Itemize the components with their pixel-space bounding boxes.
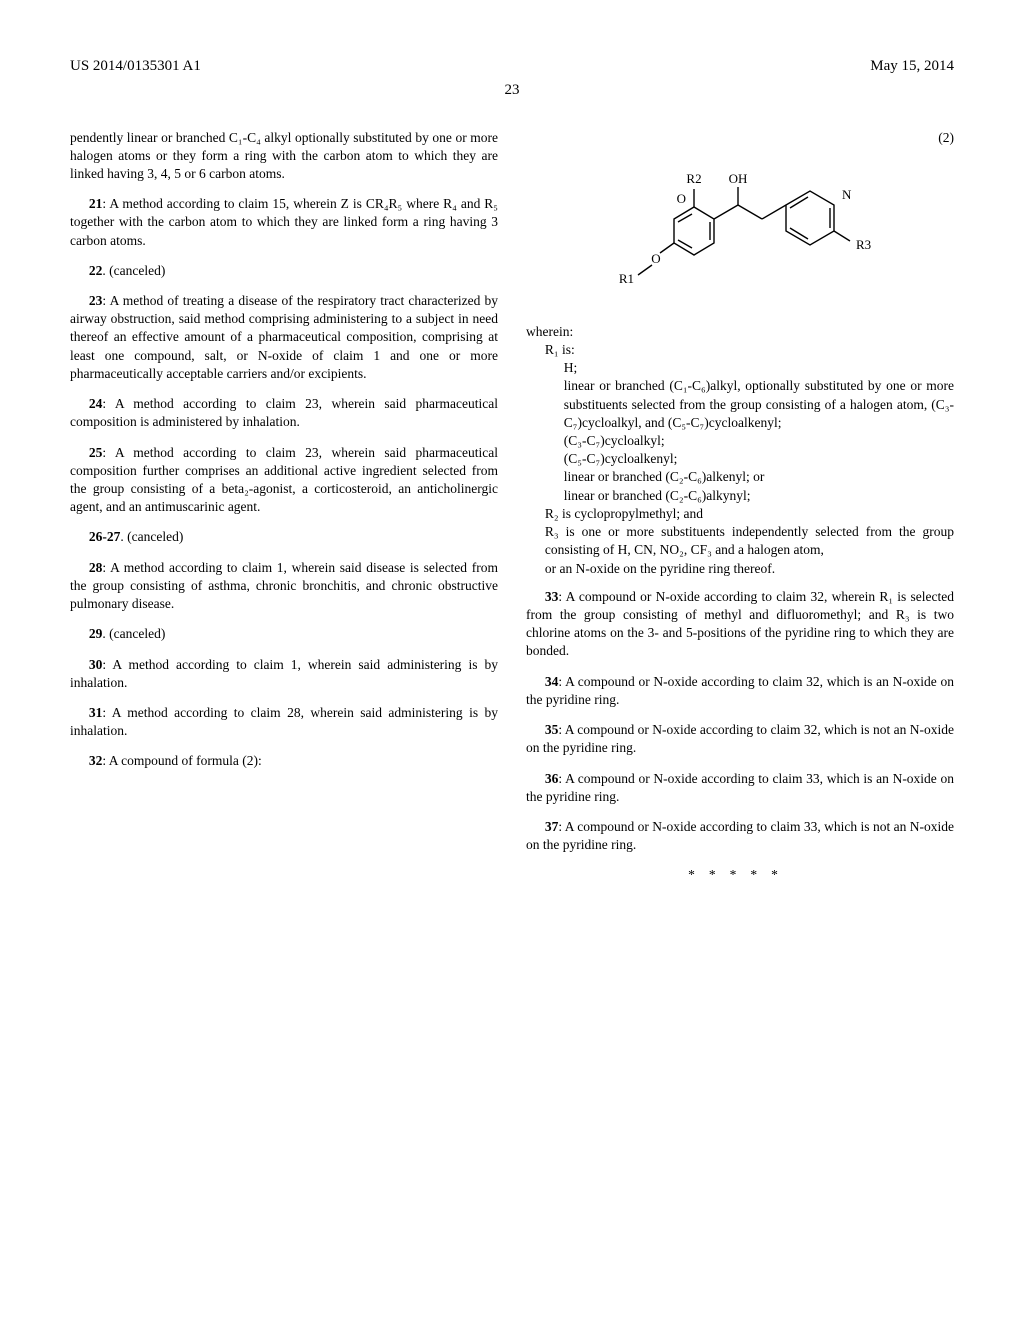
claim-25: 25: A method according to claim 23, wher… <box>70 444 498 517</box>
r1-item: linear or branched (C₁-C₆)alkyl, optiona… <box>526 377 954 432</box>
right-column: (2) O R2 <box>526 129 954 885</box>
claim-text: . (canceled) <box>102 263 165 278</box>
page-number: 23 <box>70 80 954 100</box>
claim-22: 22. (canceled) <box>70 262 498 280</box>
claim-num: 36 <box>545 771 559 786</box>
svg-text:R3: R3 <box>856 237 871 252</box>
continuation-text: pendently linear or branched C₁-C₄ alkyl… <box>70 129 498 184</box>
svg-text:O: O <box>651 251 660 266</box>
r2-item: R₂ is cyclopropylmethyl; and <box>526 505 954 523</box>
svg-text:O: O <box>677 191 686 206</box>
r1-item: linear or branched (C₂-C₆)alkenyl; or <box>526 468 954 486</box>
claim-text: : A compound or N-oxide according to cla… <box>526 722 954 755</box>
claim-36: 36: A compound or N-oxide according to c… <box>526 770 954 806</box>
claim-text: : A method according to claim 1, wherein… <box>70 657 498 690</box>
claim-32-lead: 32: A compound of formula (2): <box>70 752 498 770</box>
claim-num: 33 <box>545 589 559 604</box>
claim-num: 29 <box>89 626 103 641</box>
structure-svg: O R2 O R1 OH <box>590 147 890 307</box>
left-column: pendently linear or branched C₁-C₄ alkyl… <box>70 129 498 885</box>
claim-text: : A compound of formula (2): <box>102 753 261 768</box>
claim-text: . (canceled) <box>120 529 183 544</box>
r1-item: H; <box>526 359 954 377</box>
claim-text: : A method according to claim 23, wherei… <box>70 396 498 429</box>
claim-text: : A method according to claim 23, wherei… <box>70 445 498 515</box>
claim-num: 32 <box>89 753 103 768</box>
claim-num: 25 <box>89 445 103 460</box>
claim-text: . (canceled) <box>102 626 165 641</box>
claim-text: : A compound or N-oxide according to cla… <box>526 589 954 659</box>
r1-head: R₁ is: <box>526 341 954 359</box>
claim-num: 21 <box>89 196 103 211</box>
claim-num: 23 <box>89 293 103 308</box>
claim-num: 31 <box>89 705 103 720</box>
claim-num: 26-27 <box>89 529 121 544</box>
claim-24: 24: A method according to claim 23, wher… <box>70 395 498 431</box>
claim-text: : A method of treating a disease of the … <box>70 293 498 381</box>
wherein-block: wherein: R₁ is: H; linear or branched (C… <box>526 323 954 578</box>
r1-item: (C₅-C₇)cycloalkenyl; <box>526 450 954 468</box>
claim-text: : A method according to claim 28, wherei… <box>70 705 498 738</box>
end-asterisks: ***** <box>526 866 954 884</box>
claim-text: : A method according to claim 15, wherei… <box>70 196 498 247</box>
or-noxide: or an N-oxide on the pyridine ring there… <box>526 560 954 578</box>
claim-text: : A compound or N-oxide according to cla… <box>526 819 954 852</box>
svg-text:R2: R2 <box>686 171 701 186</box>
claim-21: 21: A method according to claim 15, wher… <box>70 195 498 250</box>
pub-number: US 2014/0135301 A1 <box>70 56 201 76</box>
wherein-head: wherein: <box>526 323 954 341</box>
claim-35: 35: A compound or N-oxide according to c… <box>526 721 954 757</box>
claim-34: 34: A compound or N-oxide according to c… <box>526 673 954 709</box>
svg-text:R1: R1 <box>619 271 634 286</box>
claim-31: 31: A method according to claim 28, wher… <box>70 704 498 740</box>
claim-37: 37: A compound or N-oxide according to c… <box>526 818 954 854</box>
svg-text:N: N <box>842 187 852 202</box>
equation-number: (2) <box>526 129 954 147</box>
claim-num: 28 <box>89 560 103 575</box>
claim-num: 35 <box>545 722 559 737</box>
claim-num: 37 <box>545 819 559 834</box>
claim-28: 28: A method according to claim 1, where… <box>70 559 498 614</box>
claim-text: : A method according to claim 1, wherein… <box>70 560 498 611</box>
claim-num: 34 <box>545 674 559 689</box>
chemical-structure: O R2 O R1 OH <box>526 147 954 307</box>
pub-date: May 15, 2014 <box>870 56 954 76</box>
claim-num: 22 <box>89 263 103 278</box>
claim-num: 30 <box>89 657 103 672</box>
claim-23: 23: A method of treating a disease of th… <box>70 292 498 383</box>
claim-text: : A compound or N-oxide according to cla… <box>526 674 954 707</box>
svg-text:OH: OH <box>729 171 748 186</box>
r1-item: linear or branched (C₂-C₆)alkynyl; <box>526 487 954 505</box>
claim-33: 33: A compound or N-oxide according to c… <box>526 588 954 661</box>
claim-30: 30: A method according to claim 1, where… <box>70 656 498 692</box>
claim-29: 29. (canceled) <box>70 625 498 643</box>
r1-item: (C₃-C₇)cycloalkyl; <box>526 432 954 450</box>
claim-text: : A compound or N-oxide according to cla… <box>526 771 954 804</box>
claim-26-27: 26-27. (canceled) <box>70 528 498 546</box>
claim-num: 24 <box>89 396 103 411</box>
r3-item: R₃ is one or more substituents independe… <box>526 523 954 559</box>
